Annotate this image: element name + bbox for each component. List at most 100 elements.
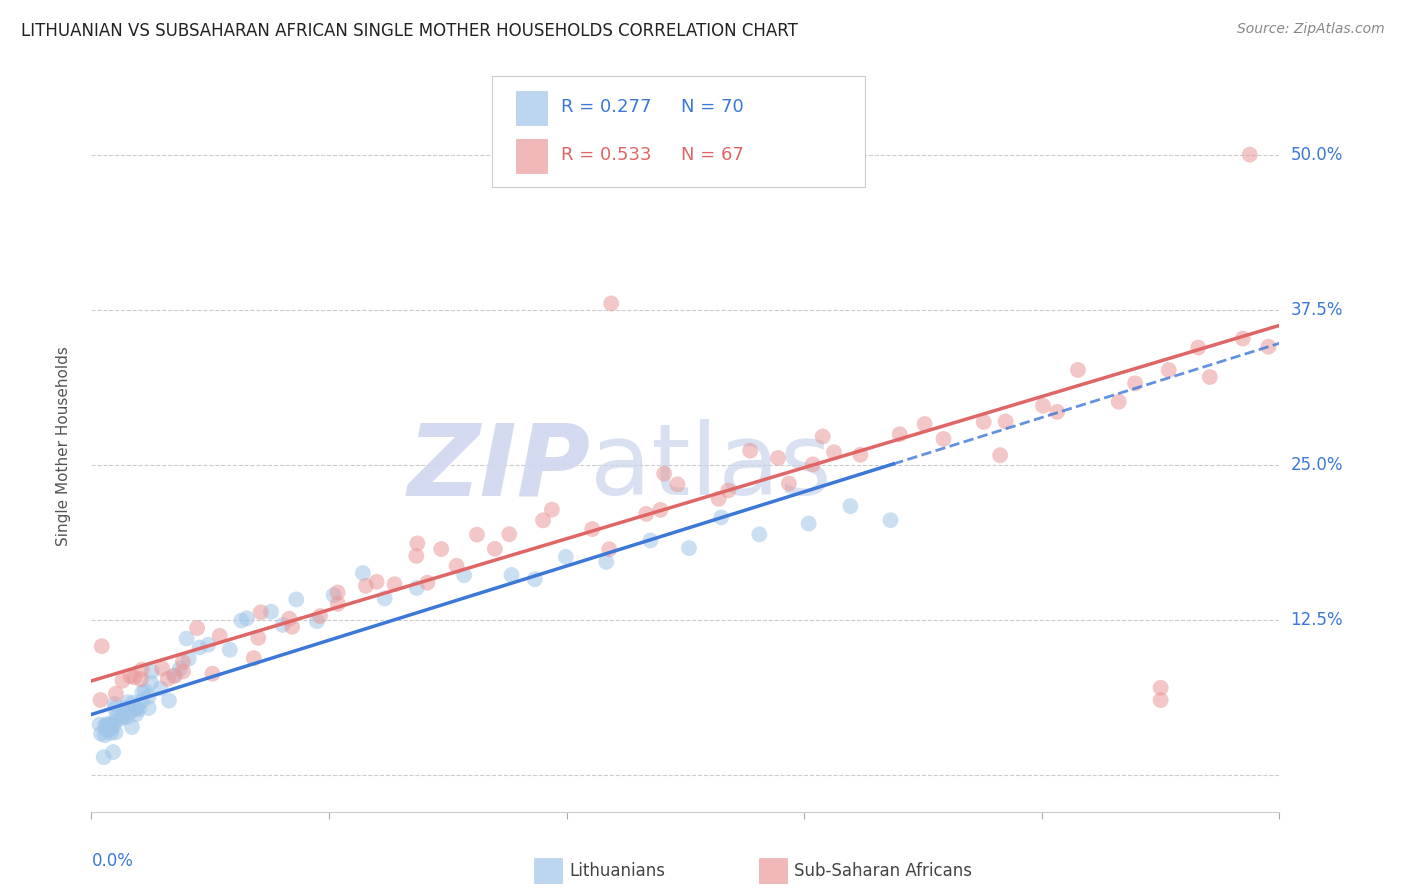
Point [111, 709, 134, 723]
Point [650, 503, 672, 517]
Point [541, 502, 564, 516]
Point [465, 527, 488, 541]
Point [994, 415, 1017, 429]
Point [879, 513, 901, 527]
Point [122, 696, 145, 710]
Point [139, 675, 162, 690]
Point [778, 476, 800, 491]
Point [172, 655, 194, 669]
Point [600, 296, 623, 310]
Point [218, 642, 240, 657]
Point [374, 591, 396, 606]
Point [121, 720, 143, 734]
Point [1198, 370, 1220, 384]
Point [973, 415, 995, 429]
Point [1108, 394, 1130, 409]
Point [823, 445, 845, 459]
Text: 37.5%: 37.5% [1291, 301, 1343, 318]
Point [678, 541, 700, 555]
Point [453, 568, 475, 582]
Point [100, 717, 122, 731]
Point [707, 491, 730, 506]
Point [446, 558, 468, 573]
Point [94, 718, 117, 732]
Point [801, 458, 824, 472]
Point [322, 588, 344, 602]
Point [988, 448, 1011, 462]
Point [156, 672, 179, 686]
Point [169, 661, 191, 675]
Point [111, 711, 134, 725]
Point [97, 723, 120, 737]
Point [93, 750, 115, 764]
Point [849, 448, 872, 462]
Point [247, 631, 270, 645]
Point [93, 728, 115, 742]
Point [131, 685, 153, 699]
Point [117, 695, 139, 709]
Point [484, 541, 506, 556]
Text: R = 0.277: R = 0.277 [561, 98, 651, 116]
Point [90, 727, 112, 741]
Point [326, 597, 349, 611]
Point [595, 555, 617, 569]
Point [105, 713, 128, 727]
Point [231, 614, 253, 628]
Text: 12.5%: 12.5% [1291, 610, 1343, 629]
Point [636, 507, 658, 521]
Point [242, 651, 264, 665]
Point [122, 670, 145, 684]
Point [89, 693, 111, 707]
Point [405, 581, 427, 595]
Point [201, 666, 224, 681]
Point [501, 568, 523, 582]
Text: Source: ZipAtlas.com: Source: ZipAtlas.com [1237, 22, 1385, 37]
Text: N = 67: N = 67 [681, 146, 744, 164]
Point [117, 710, 139, 724]
Point [98, 721, 121, 735]
Point [285, 592, 308, 607]
Point [652, 467, 675, 481]
Text: ZIP: ZIP [408, 419, 591, 516]
Point [1046, 405, 1069, 419]
Point [149, 681, 172, 696]
Point [96, 723, 118, 737]
Text: Sub-Saharan Africans: Sub-Saharan Africans [794, 862, 973, 880]
Text: 25.0%: 25.0% [1291, 456, 1343, 474]
Point [914, 417, 936, 431]
Point [839, 499, 862, 513]
Point [128, 702, 150, 716]
Point [523, 572, 546, 586]
Point [114, 701, 136, 715]
Point [1157, 363, 1180, 377]
Point [1239, 147, 1261, 161]
Point [120, 705, 142, 719]
Point [89, 717, 111, 731]
Point [581, 522, 603, 536]
Point [150, 661, 173, 675]
Point [811, 429, 834, 443]
Point [278, 612, 301, 626]
Point [531, 513, 554, 527]
Point [405, 549, 427, 563]
Point [740, 443, 762, 458]
Point [188, 640, 211, 655]
Point [326, 585, 349, 599]
Point [717, 483, 740, 498]
Point [1232, 332, 1254, 346]
Point [125, 701, 148, 715]
Point [666, 477, 689, 491]
Point [134, 684, 156, 698]
Point [98, 717, 121, 731]
Point [208, 629, 231, 643]
Point [1067, 363, 1090, 377]
Point [117, 705, 139, 719]
Point [125, 700, 148, 714]
Point [406, 536, 429, 550]
Point [141, 665, 163, 679]
Point [157, 693, 180, 707]
Point [105, 710, 128, 724]
Point [1149, 681, 1171, 695]
Point [176, 632, 198, 646]
Point [305, 614, 328, 628]
